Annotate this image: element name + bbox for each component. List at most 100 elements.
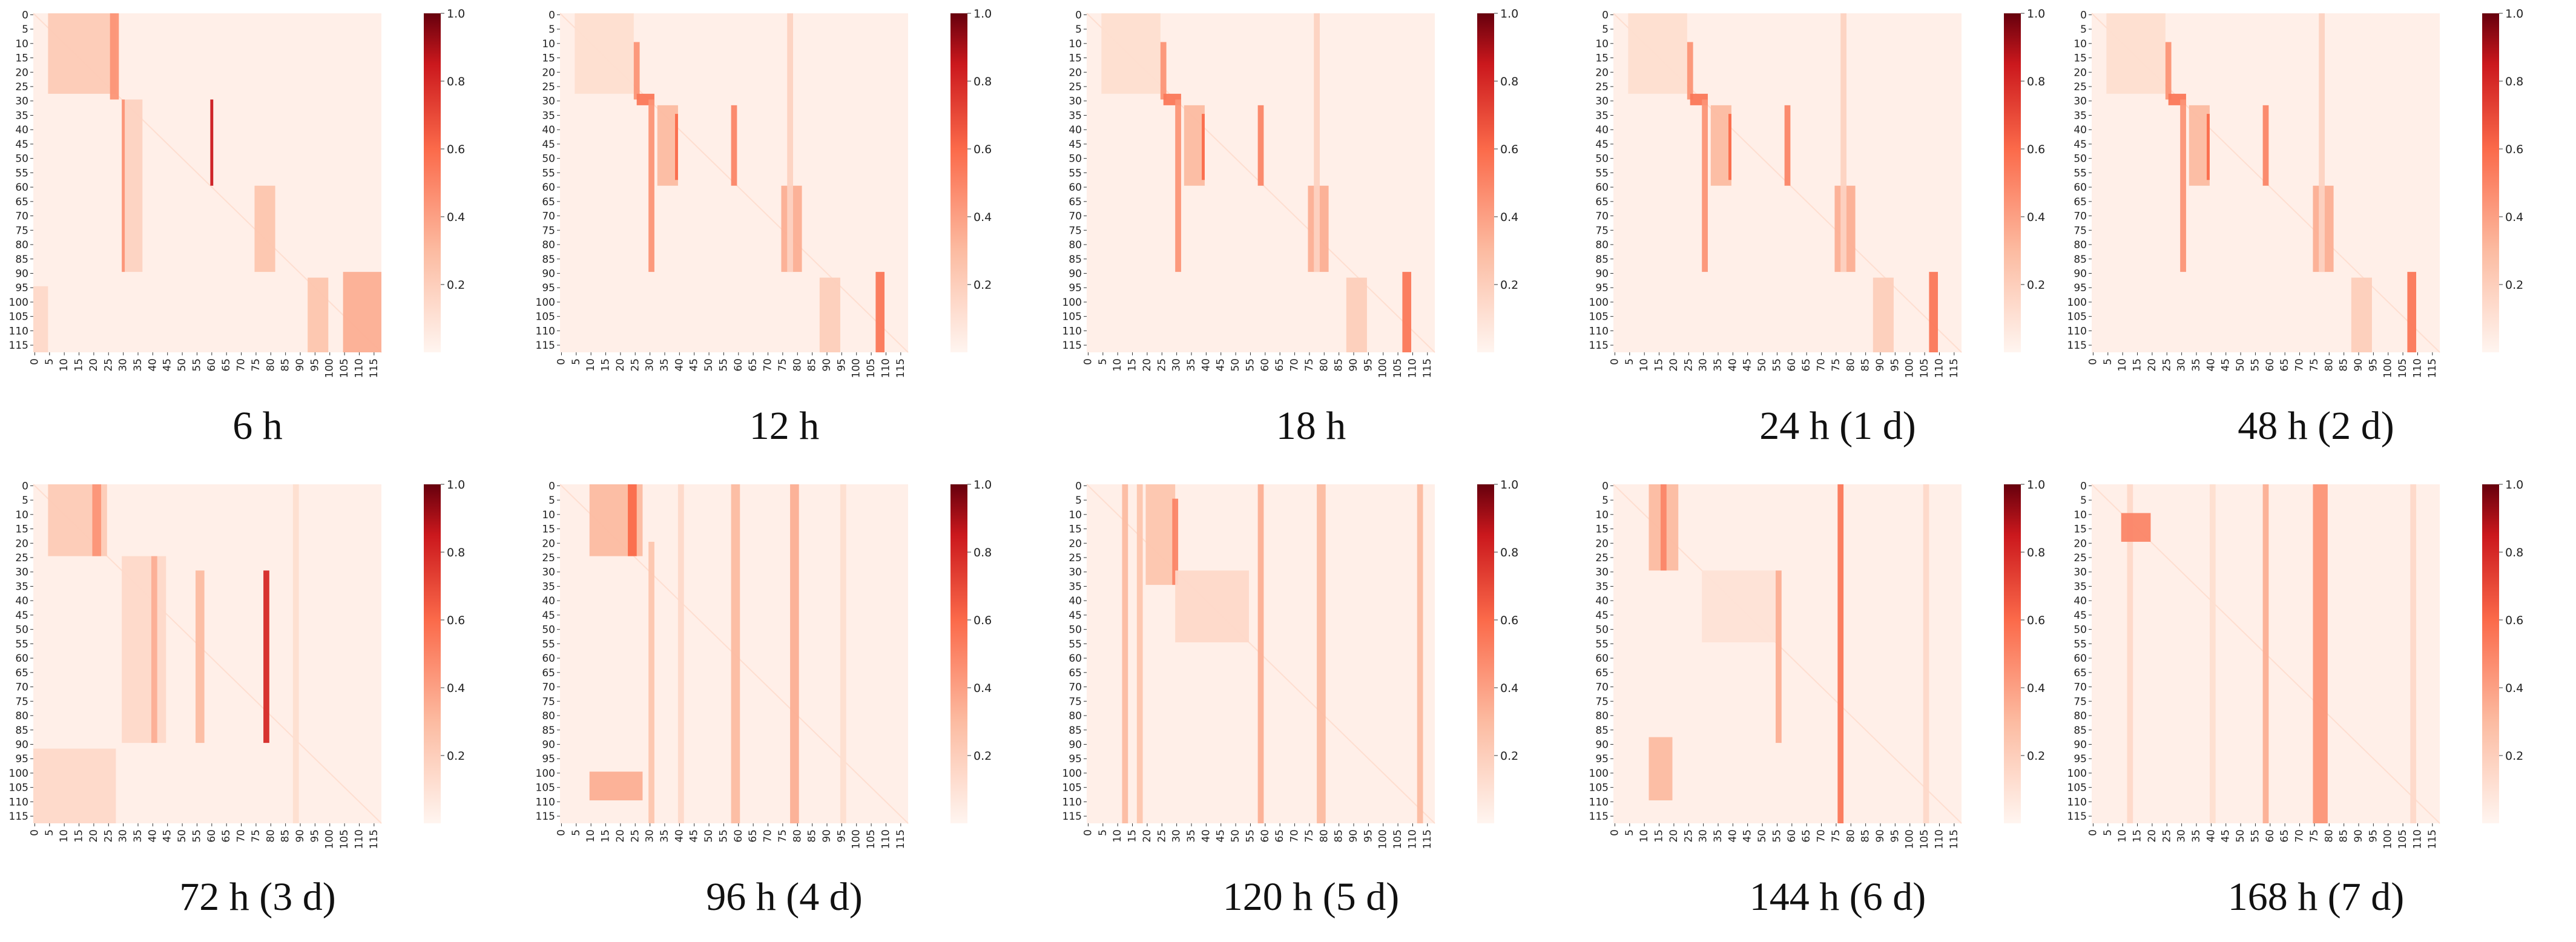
y-tick-label: 95	[542, 753, 555, 765]
heatmap-cell-block	[875, 272, 885, 352]
x-tick-label: 25	[1156, 358, 1168, 372]
y-tick-label: 10	[1595, 509, 1609, 521]
y-tick-label: 10	[1069, 509, 1082, 521]
heatmap-panel-144h: 0 5 10 15 20 25 30 35 40 45 50 55 60 65 70 75 80 85 90 95 10…	[1580, 471, 2095, 942]
y-tick-label: 0	[1602, 9, 1609, 21]
panel-caption: 48 h (2 d)	[2238, 404, 2394, 448]
x-tick-label: 115	[895, 829, 907, 849]
colorbar-tick-label: 0.4	[2027, 211, 2045, 224]
heatmap-6h: 0510152025303540455055606570758085909510…	[9, 7, 466, 378]
x-tick-label: 20	[1668, 358, 1680, 372]
heatmap-cell-block	[2180, 99, 2186, 272]
y-tick-label: 25	[15, 552, 28, 564]
heatmap-cell-block	[122, 556, 166, 743]
x-tick-label: 15	[2132, 358, 2144, 372]
colorbar	[424, 13, 441, 352]
x-tick-label: 90	[294, 829, 306, 843]
colorbar-tick-label: 0.8	[973, 546, 992, 559]
y-tick-label: 70	[2074, 211, 2087, 223]
x-tick-label: 20	[2146, 358, 2158, 372]
x-tick-label: 40	[673, 358, 685, 372]
y-tick-label: 15	[2074, 53, 2087, 65]
x-tick-label: 20	[614, 358, 627, 372]
x-tick-label: 50	[1230, 829, 1242, 843]
x-tick-label: 75	[250, 829, 262, 843]
x-tick-label: 45	[1742, 358, 1754, 372]
x-tick-label: 5	[570, 358, 582, 365]
colorbar-tick-label: 1.0	[447, 478, 465, 492]
y-tick-label: 80	[1069, 710, 1082, 722]
x-tick-label: 80	[265, 829, 277, 843]
x-tick-label: 65	[220, 358, 232, 372]
y-tick-label: 90	[542, 739, 555, 751]
y-tick-label: 100	[9, 297, 28, 309]
colorbar-tick-label: 1.0	[2505, 478, 2523, 492]
x-tick-label: 85	[1860, 829, 1872, 843]
y-tick-label: 45	[1069, 139, 1082, 151]
y-tick-label: 95	[2074, 753, 2087, 765]
y-tick-label: 15	[542, 53, 555, 65]
heatmap-cell-block	[677, 484, 684, 823]
y-tick-label: 20	[542, 67, 555, 79]
x-tick-label: 105	[1392, 829, 1404, 849]
y-tick-label: 65	[542, 667, 555, 679]
y-tick-label: 65	[15, 196, 28, 208]
x-tick-label: 45	[1742, 829, 1754, 843]
heatmap-cell-block	[2209, 484, 2216, 823]
y-tick-label: 80	[15, 710, 28, 722]
colorbar-tick-label: 0.4	[447, 682, 465, 695]
heatmap-cell-block	[840, 484, 846, 823]
y-tick-label: 50	[2074, 153, 2087, 165]
heatmap-cells	[1649, 484, 1929, 823]
y-tick-label: 50	[542, 153, 555, 165]
y-tick-label: 20	[1069, 67, 1082, 79]
x-tick-label: 50	[2235, 358, 2247, 372]
x-tick-label: 110	[2411, 829, 2423, 849]
x-tick-label: 30	[117, 829, 130, 843]
y-tick-label: 45	[2074, 139, 2087, 151]
x-tick-label: 60	[1786, 829, 1798, 843]
heatmap-cell-block	[1402, 272, 1412, 352]
heatmap-cell-block	[1314, 13, 1320, 272]
colorbar-tick-label: 0.6	[1500, 614, 1518, 627]
y-tick-label: 75	[15, 696, 28, 708]
y-tick-label: 100	[1589, 768, 1609, 780]
heatmap-cell-block	[1172, 498, 1179, 585]
x-tick-label: 40	[1727, 358, 1739, 372]
x-tick-label: 85	[806, 829, 819, 843]
y-tick-label: 30	[542, 96, 555, 108]
heatmap-cell-block	[1649, 737, 1673, 801]
x-tick-label: 85	[1333, 358, 1345, 372]
heatmap-cell-block	[2262, 105, 2269, 186]
heatmap-cell-block	[1929, 272, 1939, 352]
y-tick-label: 75	[1595, 696, 1609, 708]
heatmap-panel-6h: 0 5 10 15 20 25 30 35 40 45 50 55 60 65 70 75 80 85 90 95 10…	[0, 0, 515, 471]
x-tick-label: 25	[1682, 358, 1695, 372]
x-tick-label: 105	[338, 829, 351, 849]
x-tick-label: 35	[132, 358, 144, 372]
x-tick-label: 40	[2205, 358, 2217, 372]
x-tick-label: 45	[1215, 358, 1227, 372]
y-tick-label: 115	[9, 340, 28, 352]
x-tick-label: 105	[2397, 358, 2409, 378]
x-tick-label: 40	[2205, 829, 2217, 843]
x-tick-label: 100	[1904, 829, 1916, 849]
x-tick-label: 70	[2294, 358, 2306, 372]
y-tick-label: 75	[1069, 696, 1082, 708]
y-tick-label: 0	[2080, 9, 2087, 21]
y-tick-label: 50	[1595, 153, 1609, 165]
heatmap-72h: 0510152025303540455055606570758085909510…	[9, 478, 466, 849]
y-tick-label: 5	[22, 24, 28, 36]
y-tick-label: 100	[2067, 768, 2087, 780]
x-tick-label: 100	[2382, 829, 2394, 849]
heatmap-cell-block	[1923, 484, 1929, 823]
colorbar	[2482, 13, 2499, 352]
y-tick-label: 60	[542, 653, 555, 665]
heatmap-cell-block	[110, 13, 119, 100]
x-tick-label: 115	[1421, 829, 1434, 849]
x-tick-label: 35	[659, 829, 671, 843]
x-tick-label: 30	[644, 829, 656, 843]
x-tick-label: 35	[132, 829, 144, 843]
x-tick-label: 100	[851, 358, 863, 378]
x-tick-label: 60	[1786, 358, 1798, 372]
